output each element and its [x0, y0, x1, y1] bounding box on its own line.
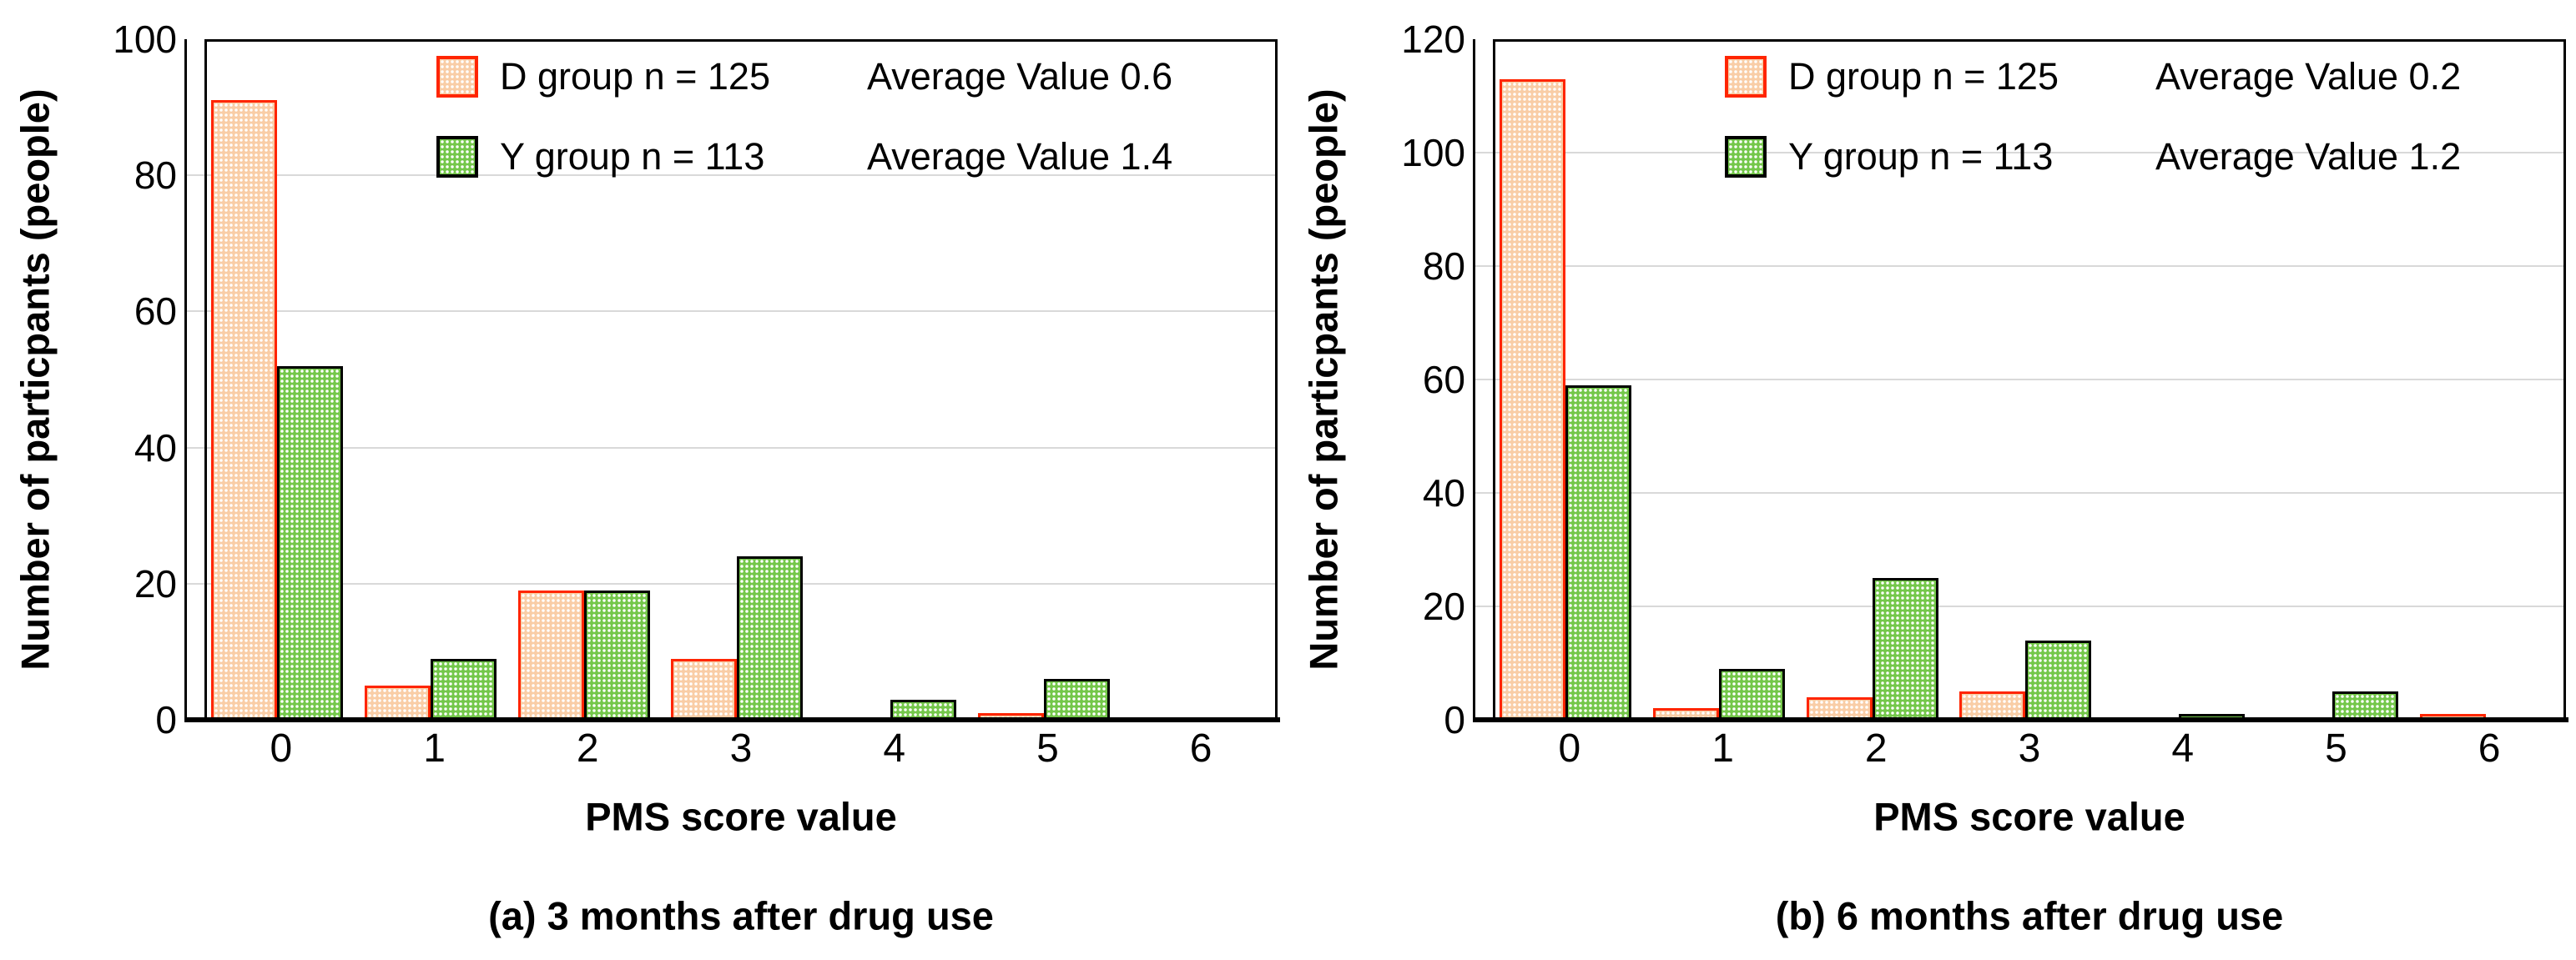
legend-label-d-group: D group n = 125 — [1788, 55, 2059, 98]
legend-swatch-d-group — [436, 56, 478, 98]
y-tick-label-40: 40 — [134, 425, 177, 470]
bar-d-group-x2 — [1806, 696, 1873, 720]
gridline-100 — [1473, 151, 2566, 153]
legend-row-d-group: D group n = 125 Average Value 0.6 — [436, 55, 1173, 98]
bar-y-group-x1 — [1718, 668, 1785, 720]
x-tick-label-2: 2 — [1864, 726, 1888, 771]
gridline-40 — [184, 446, 1278, 449]
bar-y-group-x0 — [1565, 385, 1632, 720]
bar-y-group-x5 — [2332, 691, 2398, 720]
x-tick-label-3: 3 — [2018, 726, 2041, 771]
y-axis-line — [184, 39, 187, 722]
bar-y-group-x4 — [890, 699, 957, 720]
plot-area: D group n = 125 Average Value 0.2 Y group … — [1473, 39, 2568, 722]
x-tick-label-6: 6 — [2478, 726, 2501, 771]
bar-d-group-x2 — [517, 590, 584, 720]
y-tick-label-80: 80 — [1422, 244, 1465, 288]
bar-y-group-x0 — [277, 365, 344, 720]
bar-d-group-x0 — [211, 100, 278, 720]
bar-y-group-x2 — [583, 590, 650, 720]
y-tick-label-60: 60 — [134, 289, 177, 334]
legend: D group n = 125 Average Value 0.2 Y group … — [1725, 55, 2462, 216]
x-tick-label-1: 1 — [423, 726, 446, 771]
legend-annotation-y-group: Average Value 1.4 — [867, 135, 1173, 178]
panel-caption: (b) 6 months after drug use — [1775, 893, 2284, 938]
legend-label-y-group: Y group n = 113 — [500, 135, 765, 178]
gridline-20 — [184, 582, 1278, 585]
plot-area: D group n = 125 Average Value 0.6 Y group … — [184, 39, 1280, 722]
y-tick-label-80: 80 — [134, 153, 177, 198]
legend-label-d-group: D group n = 125 — [500, 55, 770, 98]
bar-d-group-x0 — [1500, 78, 1566, 720]
gridline-40 — [1473, 491, 2566, 494]
legend-row-y-group: Y group n = 113 Average Value 1.4 — [436, 135, 1173, 178]
panel-caption: (a) 3 months after drug use — [488, 893, 994, 938]
bar-y-group-x2 — [1872, 578, 1938, 720]
gridline-80 — [1473, 264, 2566, 267]
bar-y-group-x3 — [737, 556, 804, 720]
legend-swatch-y-group — [1725, 136, 1767, 178]
gridline-60 — [184, 310, 1278, 313]
x-tick-label-1: 1 — [1711, 726, 1734, 771]
legend-row-y-group: Y group n = 113 Average Value 1.2 — [1725, 135, 2462, 178]
bar-d-group-x1 — [364, 686, 431, 720]
panel-b: Number of particpants (people) 0 20 40 60 80… — [1288, 0, 2576, 960]
gridline-60 — [1473, 379, 2566, 380]
x-axis-line — [184, 717, 1280, 722]
bar-y-group-x1 — [430, 658, 497, 720]
x-tick-label-4: 4 — [2171, 726, 2195, 771]
bar-y-group-x3 — [2025, 640, 2092, 720]
gridline-20 — [1473, 606, 2566, 607]
x-axis-title: PMS score value — [1873, 794, 2185, 839]
x-tick-label-5: 5 — [2325, 726, 2347, 771]
x-tick-label-0: 0 — [270, 726, 293, 771]
x-axis-line — [1473, 717, 2568, 722]
x-tick-label-3: 3 — [729, 726, 753, 771]
bar-y-group-x5 — [1043, 679, 1110, 720]
x-tick-label-5: 5 — [1036, 726, 1059, 771]
legend-annotation-d-group: Average Value 0.6 — [867, 55, 1173, 98]
x-tick-label-4: 4 — [883, 726, 906, 771]
y-tick-label-0: 0 — [155, 698, 177, 741]
x-tick-label-0: 0 — [1558, 726, 1581, 771]
x-tick-label-2: 2 — [576, 726, 599, 771]
y-tick-label-20: 20 — [1422, 585, 1465, 628]
y-axis-line — [1473, 39, 1475, 722]
legend-swatch-y-group — [436, 136, 478, 178]
legend-label-y-group: Y group n = 113 — [1788, 135, 2054, 178]
x-tick-label-6: 6 — [1189, 726, 1212, 771]
legend-swatch-d-group — [1725, 56, 1767, 98]
y-tick-label-0: 0 — [1444, 698, 1465, 741]
panel-a: Number of particpants (people) 0 20 40 60 80… — [13, 18, 1280, 938]
x-axis-title: PMS score value — [585, 794, 897, 839]
legend-annotation-y-group: Average Value 1.2 — [2155, 135, 2462, 178]
legend: D group n = 125 Average Value 0.6 Y group … — [436, 55, 1173, 216]
y-tick-label-20: 20 — [134, 561, 177, 606]
y-tick-label-60: 60 — [1422, 358, 1465, 401]
y-tick-label-100: 100 — [113, 18, 177, 61]
bar-d-group-x3 — [1959, 691, 2026, 720]
legend-annotation-d-group: Average Value 0.2 — [2155, 55, 2462, 98]
y-tick-label-120: 120 — [1401, 18, 1465, 61]
gridline-80 — [184, 174, 1278, 177]
bar-d-group-x3 — [671, 658, 738, 720]
legend-row-d-group: D group n = 125 Average Value 0.2 — [1725, 55, 2462, 98]
y-tick-label-40: 40 — [1422, 471, 1465, 515]
y-tick-label-100: 100 — [1401, 131, 1465, 174]
